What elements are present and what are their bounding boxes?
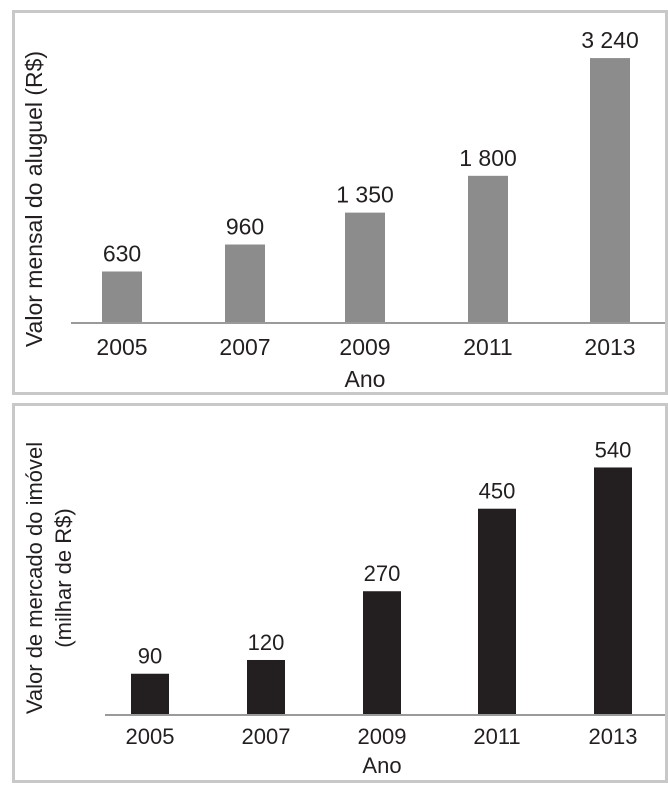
property-bar-2005 [131,673,169,715]
rent-tick-label-2011: 2011 [463,334,512,360]
rent-tick-label-2005: 2005 [96,334,147,360]
property-y-axis-label-line-1: Valor de mercado do imóvel [22,442,47,714]
rent-value-label-2013: 3 240 [581,27,639,53]
property-tick-label-2013: 2013 [589,724,638,749]
rent-tick-label-2009: 2009 [339,334,390,360]
property-bar-2009 [363,591,401,715]
rent-tick-label-2007: 2007 [219,334,270,360]
rent-bar-2009 [345,212,385,323]
property-value-label-2007: 120 [248,630,285,655]
rent-chart-panel: 630 960 1 350 1 800 3 240 2005 2007 2009 2011 201… [12,10,668,395]
rent-chart: 630 960 1 350 1 800 3 240 2005 2007 2009 2011 201… [21,27,665,392]
property-tick-label-2007: 2007 [242,724,291,749]
property-value-chart: 90 120 270 450 540 2005 2007 2009 2011 2013 Ano Val… [22,437,665,778]
property-tick-label-2011: 2011 [473,724,520,749]
property-value-label-2005: 90 [138,644,162,669]
rent-x-axis-label: Ano [345,366,386,392]
rent-value-label-2005: 630 [103,240,141,266]
property-y-axis-label-line-2: (milhar de R$) [51,508,76,647]
rent-value-label-2011: 1 800 [459,145,517,171]
rent-tick-label-2013: 2013 [584,334,635,360]
rent-bar-2011 [468,175,508,323]
rent-value-label-2009: 1 350 [336,182,394,208]
property-bar-2011 [478,508,516,715]
property-value-label-2011: 450 [479,479,516,504]
rent-bar-2005 [102,271,142,323]
property-bar-2007 [247,659,285,715]
property-value-label-2013: 540 [595,437,632,462]
property-x-axis-label: Ano [362,753,401,778]
rent-y-axis-label: Valor mensal do aluguel (R$) [21,51,47,347]
rent-value-label-2007: 960 [226,214,264,240]
property-value-chart-panel: 90 120 270 450 540 2005 2007 2009 2011 2013 Ano Val… [12,403,668,783]
property-value-label-2009: 270 [364,561,401,586]
rent-bar-2013 [590,58,630,324]
property-tick-label-2005: 2005 [126,724,175,749]
rent-bar-2007 [225,244,265,323]
property-bar-2013 [594,467,632,715]
property-tick-label-2009: 2009 [358,724,407,749]
